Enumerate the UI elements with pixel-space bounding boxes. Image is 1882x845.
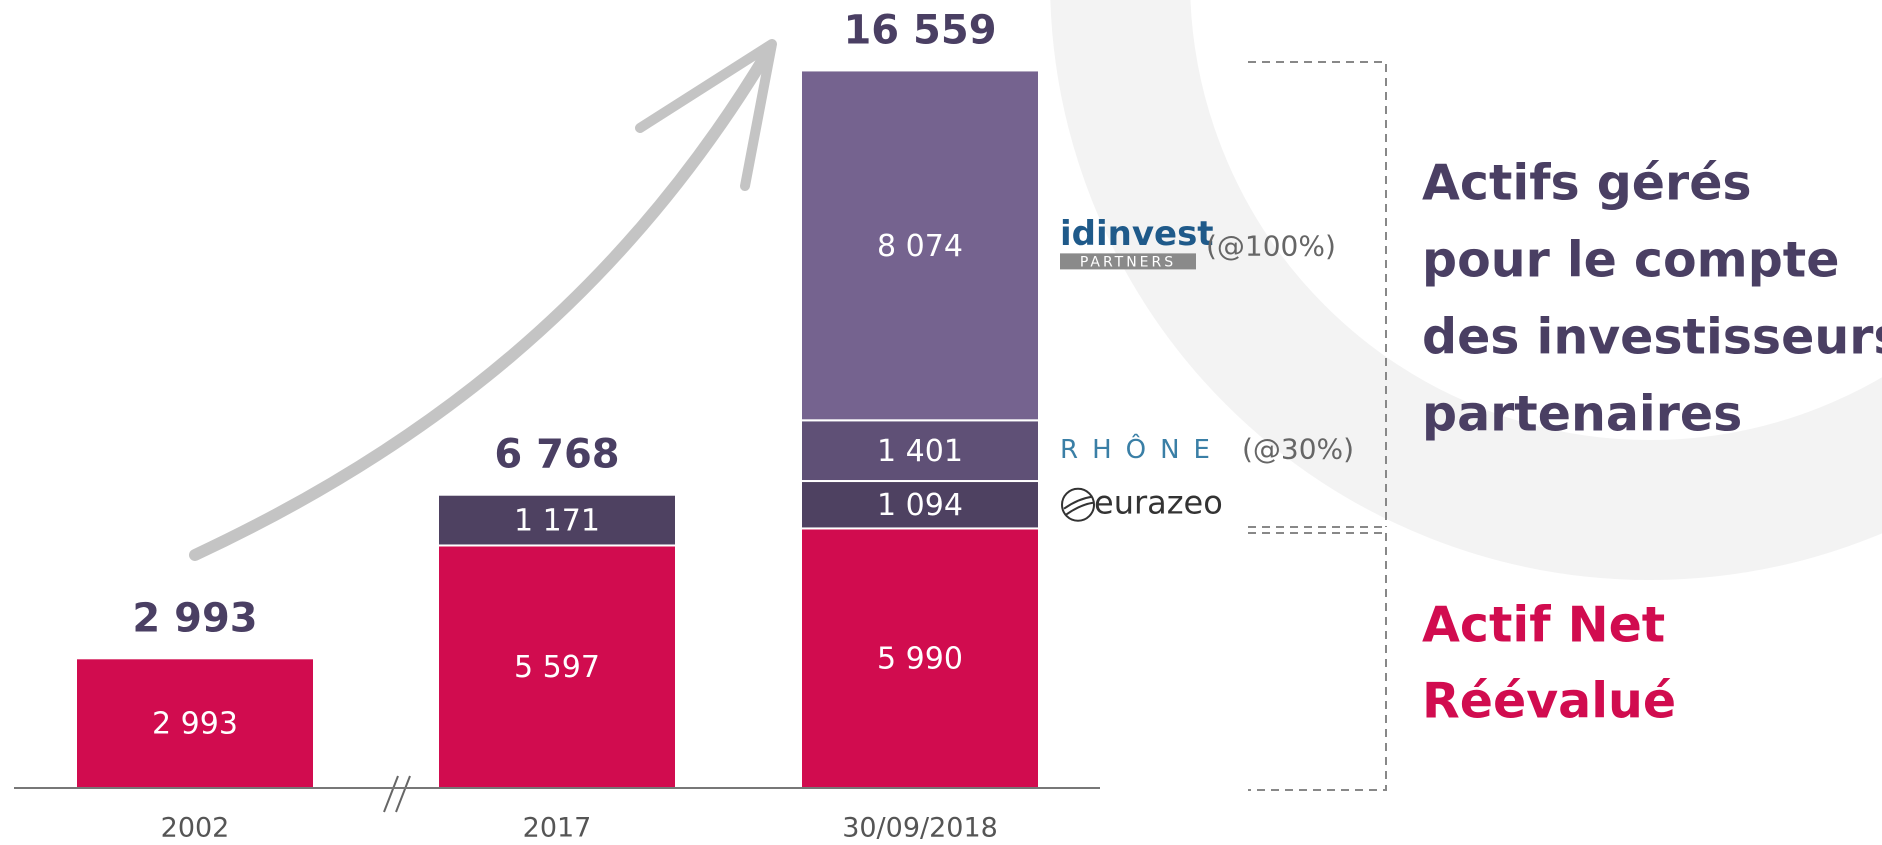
- value-label: 1 171: [514, 504, 600, 539]
- group-label: des investisseurs: [1422, 309, 1882, 366]
- base-label: Réévalué: [1422, 673, 1676, 730]
- value-label: 5 597: [514, 650, 600, 685]
- value-label: 5 990: [877, 642, 963, 677]
- growth-arrow: [189, 42, 776, 561]
- bar-segment: [800, 419, 1040, 483]
- group-label: Actifs gérés: [1422, 155, 1752, 212]
- group-label: partenaires: [1422, 386, 1742, 443]
- legend-label: PARTNERS: [1080, 254, 1176, 270]
- logo-box: [1060, 253, 1196, 270]
- logo-icon: [1061, 487, 1095, 522]
- bar-segment: [437, 544, 677, 789]
- x-tick-label: 2002: [161, 813, 230, 844]
- base-label: Actif Net: [1422, 597, 1665, 654]
- value-label: 8 074: [877, 229, 963, 264]
- total-label: 6 768: [494, 432, 619, 478]
- total-label: 2 993: [132, 595, 257, 641]
- axis-break: [383, 775, 399, 813]
- x-tick-label: 2017: [523, 813, 592, 844]
- x-tick-label: 30/09/2018: [842, 813, 998, 844]
- growth-arrow-head: [635, 39, 777, 191]
- legend-label: idinvest: [1060, 214, 1214, 254]
- value-label: 1 094: [877, 488, 963, 523]
- bar-segment: [437, 493, 677, 547]
- legend-share: (@100%): [1206, 229, 1336, 262]
- legend-label: RHÔNE: [1060, 433, 1224, 465]
- logo-icon: [1063, 495, 1094, 516]
- legend-label: eurazeo: [1094, 484, 1223, 522]
- axis-break: [395, 775, 411, 813]
- legend-share: (@30%): [1242, 433, 1354, 466]
- value-label: 2 993: [152, 707, 238, 742]
- value-label: 1 401: [877, 434, 963, 469]
- bar-segment: [800, 69, 1040, 422]
- total-label: 16 559: [843, 7, 996, 53]
- group-label: pour le compte: [1422, 232, 1839, 289]
- background-arc: [1050, 0, 1882, 580]
